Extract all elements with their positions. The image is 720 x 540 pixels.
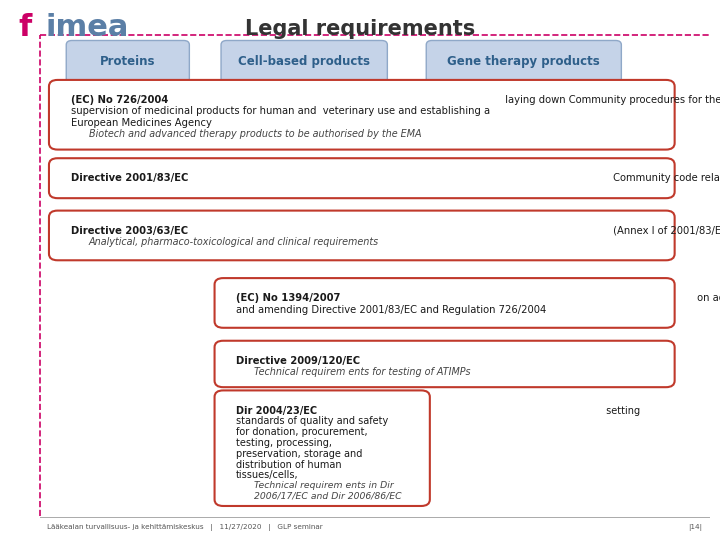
Text: 2006/17/EC and Dir 2006/86/EC: 2006/17/EC and Dir 2006/86/EC [254,492,402,501]
FancyBboxPatch shape [49,158,675,198]
Text: standards of quality and safety: standards of quality and safety [236,416,388,427]
Text: testing, processing,: testing, processing, [236,438,332,448]
Text: tissues/cells,: tissues/cells, [236,470,299,481]
Text: supervision of medicinal products for human and  veterinary use and establishing: supervision of medicinal products for hu… [71,106,490,117]
Text: Cell-based products: Cell-based products [238,55,370,68]
Text: distribution of human: distribution of human [236,460,342,470]
FancyBboxPatch shape [215,341,675,387]
Text: for donation, procurement,: for donation, procurement, [236,427,368,437]
Text: f: f [18,14,31,43]
Text: Community code relating to all medicinal products for human use: Community code relating to all medicinal… [610,173,720,184]
Text: (EC) No 1394/2007: (EC) No 1394/2007 [236,293,341,303]
Text: Directive 2009/120/EC: Directive 2009/120/EC [236,356,360,366]
FancyBboxPatch shape [426,40,621,83]
Text: (Annex I of 2001/83/EC): (Annex I of 2001/83/EC) [610,226,720,236]
FancyBboxPatch shape [49,211,675,260]
Text: Directive 2003/63/EC: Directive 2003/63/EC [71,226,188,236]
Text: Gene therapy products: Gene therapy products [447,55,600,68]
Text: setting: setting [603,406,640,416]
Text: Legal requirements: Legal requirements [245,19,475,39]
Text: preservation, storage and: preservation, storage and [236,449,363,459]
Text: Lääkealan turvallisuus- ja kehittämiskeskus   |   11/27/2020   |   GLP seminar: Lääkealan turvallisuus- ja kehittämiskes… [47,524,323,531]
Text: |14|: |14| [688,524,702,531]
FancyBboxPatch shape [49,80,675,150]
Text: Biotech and advanced therapy products to be authorised by the EMA: Biotech and advanced therapy products to… [89,129,421,139]
Text: imea: imea [45,14,129,43]
Text: and amending Directive 2001/83/EC and Regulation 726/2004: and amending Directive 2001/83/EC and Re… [236,305,546,315]
Text: Technical requirem ents for testing of ATIMPs: Technical requirem ents for testing of A… [254,367,471,377]
Text: laying down Community procedures for the authorisation and: laying down Community procedures for the… [502,95,720,105]
Text: Dir 2004/23/EC: Dir 2004/23/EC [236,406,318,416]
Text: Technical requirem ents in Dir: Technical requirem ents in Dir [254,481,394,490]
FancyBboxPatch shape [221,40,387,83]
Text: Directive 2001/83/EC: Directive 2001/83/EC [71,173,188,184]
Text: European Medicines Agency: European Medicines Agency [71,118,212,128]
FancyBboxPatch shape [215,390,430,506]
FancyBboxPatch shape [215,278,675,328]
FancyBboxPatch shape [66,40,189,83]
Text: on advanced therapy medicinal products: on advanced therapy medicinal products [694,293,720,303]
Text: (EC) No 726/2004: (EC) No 726/2004 [71,95,168,105]
Text: Analytical, pharmaco-toxicological and clinical requirements: Analytical, pharmaco-toxicological and c… [89,237,379,247]
Text: Proteins: Proteins [100,55,156,68]
